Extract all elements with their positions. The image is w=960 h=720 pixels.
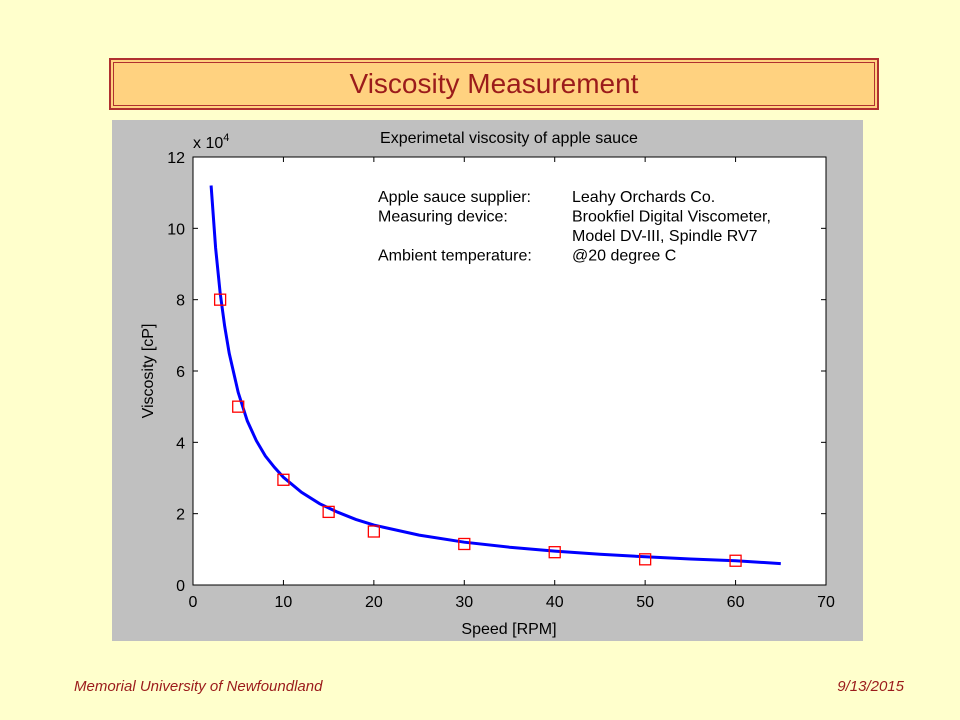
y-tick-label: 12 [167,150,185,167]
viscosity-chart: Experimetal viscosity of apple sauce Spe… [140,130,835,638]
x-tick-label: 70 [817,594,835,611]
x-tick-label: 30 [455,594,473,611]
data-marker [277,473,290,486]
x-tick-label: 10 [275,594,293,611]
y-tick-label: 2 [176,507,185,524]
data-marker [638,553,652,566]
y-axis-label: Viscosity [cP] [140,324,157,419]
x-tick-label: 20 [365,594,383,611]
data-marker [213,293,227,306]
y-tick-label: 6 [176,364,185,381]
axis-ticks: 0 10 20 30 40 50 60 70 0 2 4 6 8 10 12 [167,150,835,611]
fit-curve-line [209,185,781,566]
annotation-value: Leahy Orchards Co. [572,189,715,206]
y-multiplier: x 104 [193,132,229,152]
annotation-label: Apple sauce supplier: [378,189,531,206]
y-tick-label: 10 [167,221,185,238]
annotation-label: Ambient temperature: [378,248,532,265]
x-tick-label: 40 [546,594,564,611]
plot-area [192,156,827,586]
annotation-block: Apple sauce supplier: Leahy Orchards Co. M… [378,189,771,265]
data-marker [232,400,245,413]
title-box: Viscosity Measurement [109,58,879,110]
annotation-value: Brookfiel Digital Viscometer, [572,209,771,226]
x-axis-label: Speed [RPM] [461,621,556,638]
fit-curve-group [209,185,781,566]
x-tick-label: 60 [727,594,745,611]
x-tick-label: 0 [189,594,198,611]
data-marker [458,537,471,551]
annotation-value: @20 degree C [572,248,676,265]
y-tick-label: 8 [176,293,185,310]
footer-university: Memorial University of Newfoundland [74,678,323,695]
y-tick-label: 4 [176,435,185,452]
data-marker [367,525,381,538]
data-marker [729,554,742,567]
chart-title: Experimetal viscosity of apple sauce [380,130,638,147]
plot-panel: Experimetal viscosity of apple sauce Spe… [112,120,863,641]
annotation-value: Model DV-III, Spindle RV7 [572,228,758,245]
marker-group [213,293,742,567]
data-marker [322,505,335,519]
footer-date: 9/13/2015 [837,678,904,695]
annotation-label: Measuring device: [378,209,508,226]
y-tick-label: 0 [176,578,185,595]
slide-title: Viscosity Measurement [349,68,639,99]
data-marker [548,546,561,559]
x-tick-label: 50 [636,594,654,611]
